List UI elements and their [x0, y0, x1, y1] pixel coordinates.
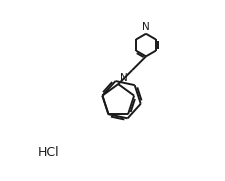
Text: N: N	[142, 22, 149, 32]
Text: N: N	[120, 73, 128, 83]
Text: HCl: HCl	[38, 146, 59, 159]
